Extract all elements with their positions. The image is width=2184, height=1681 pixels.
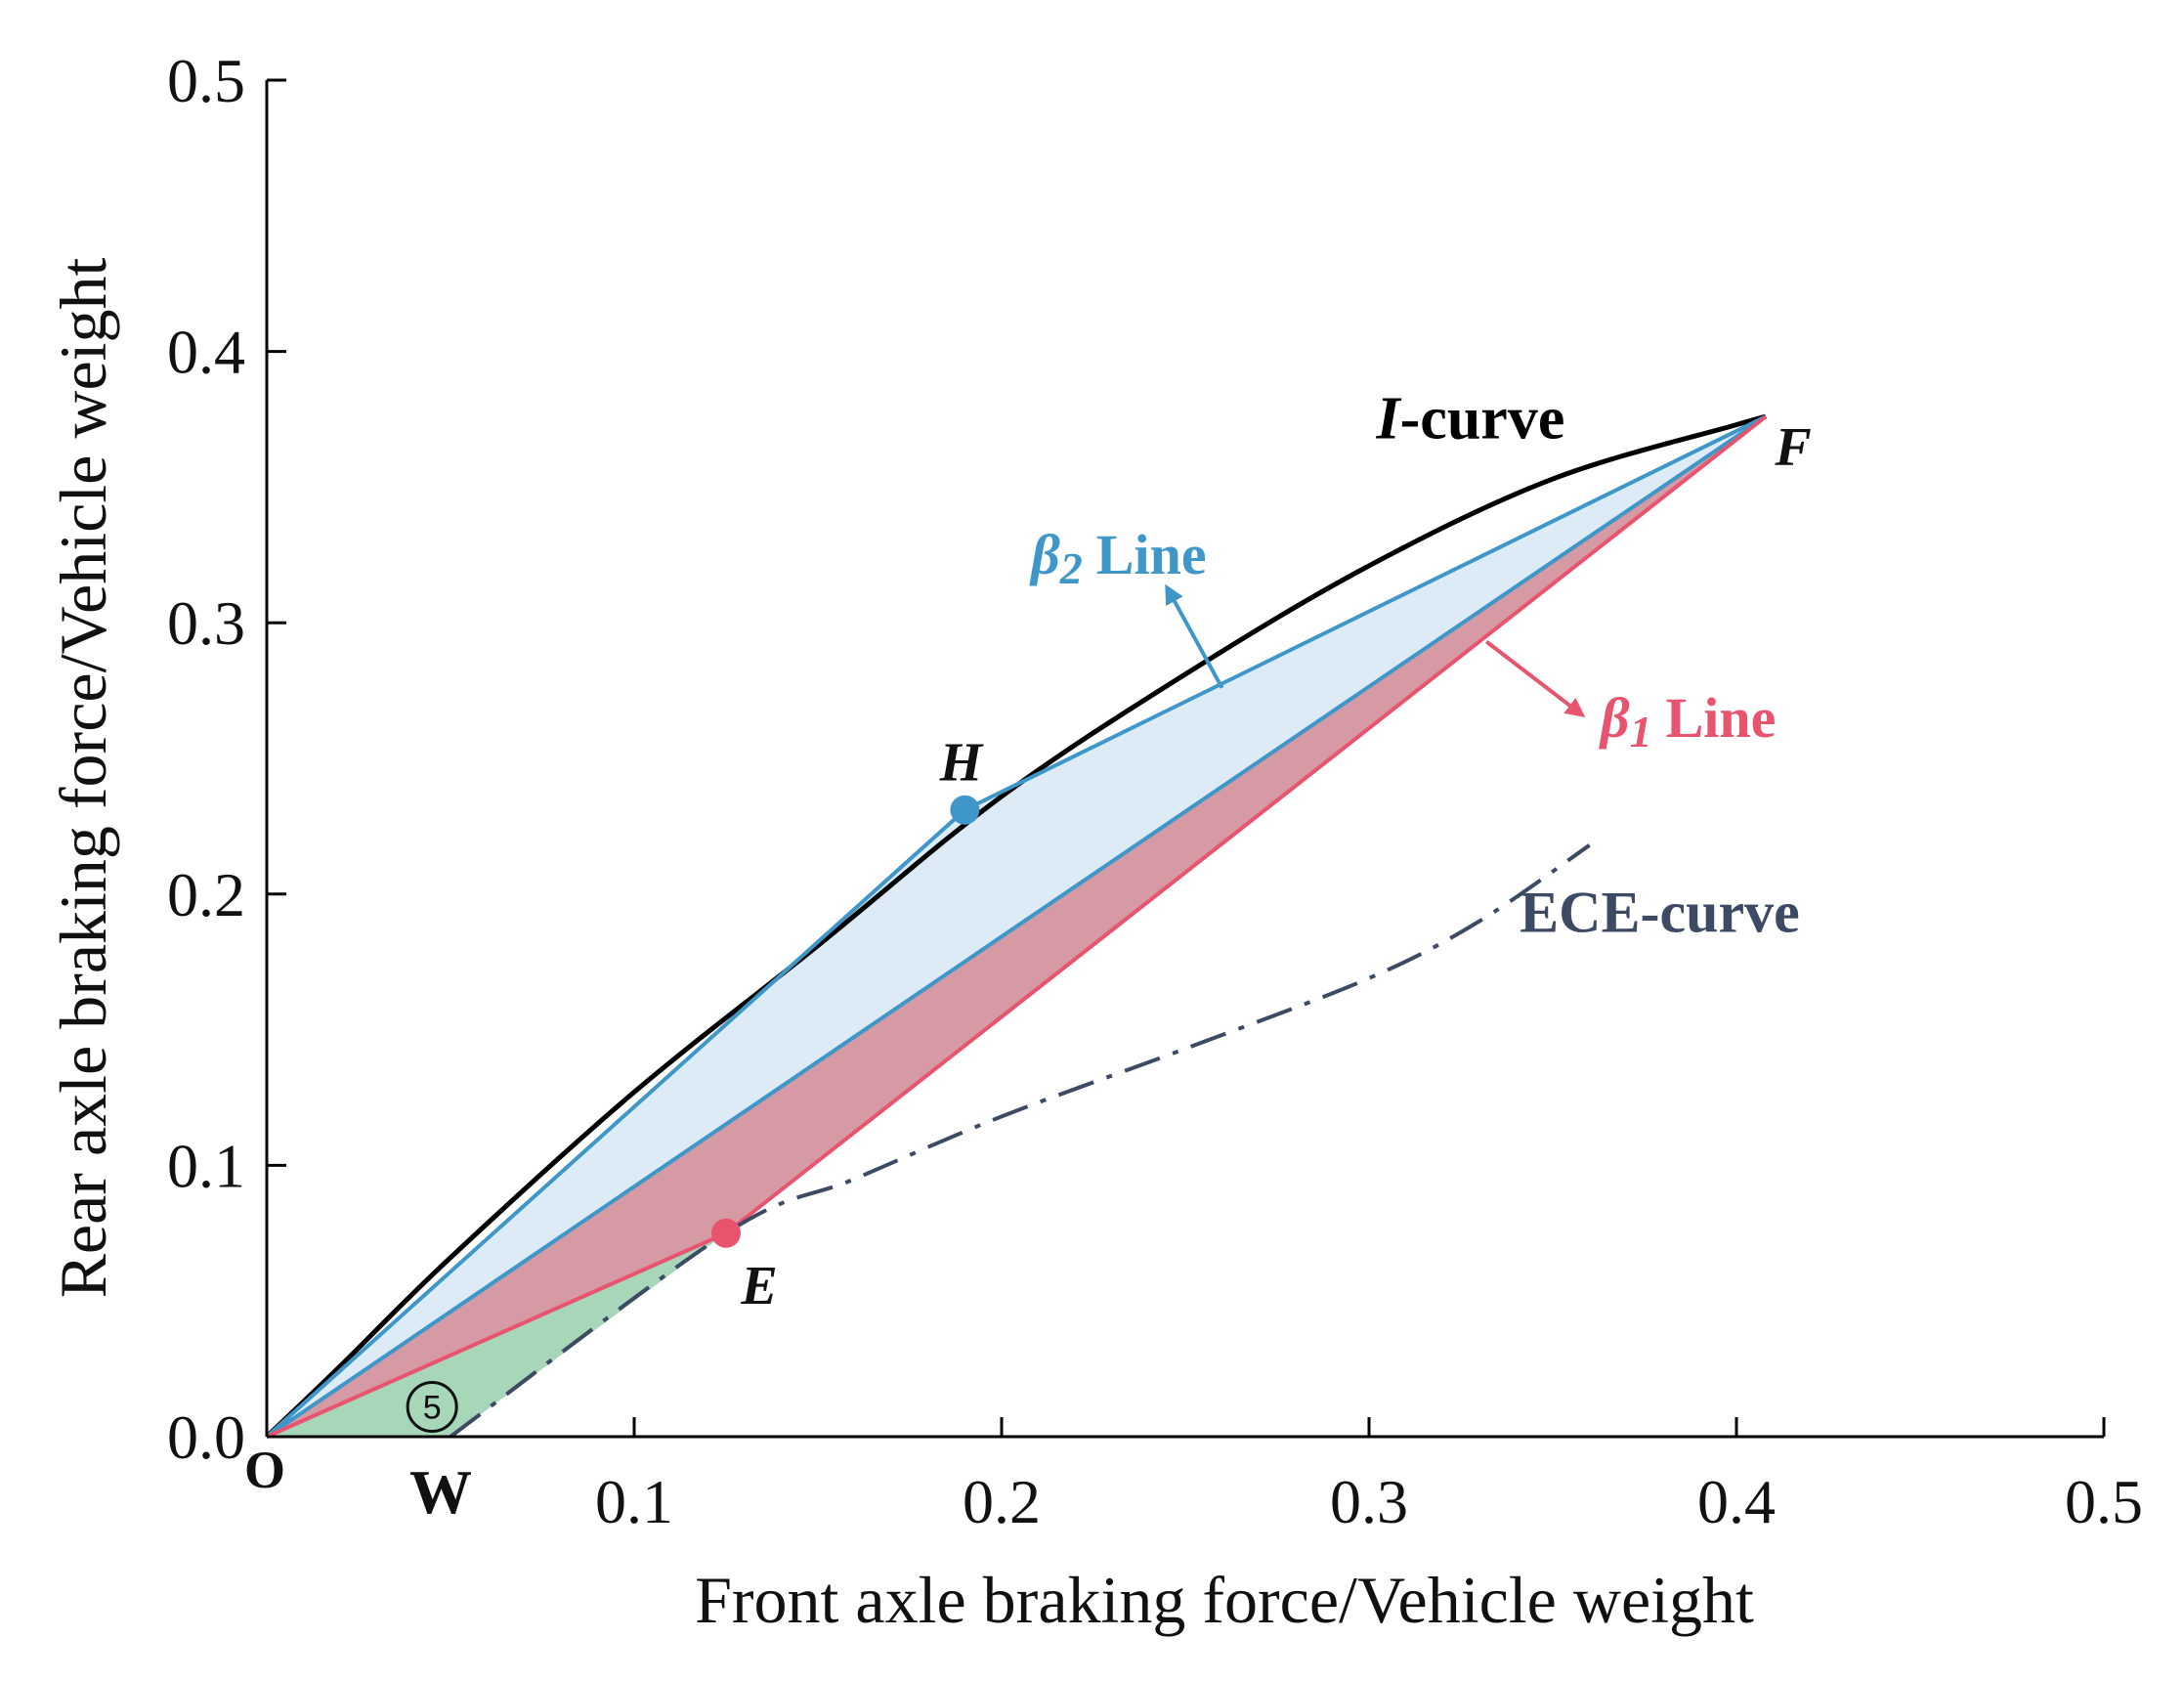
y-tick-label: 0.3 <box>167 588 245 658</box>
ece-curve-label: ECE-curve <box>1520 881 1800 945</box>
y-tick-label: 0.0 <box>167 1402 245 1472</box>
point-e-label: E <box>740 1256 777 1316</box>
i-curve-line <box>265 413 1767 1439</box>
beta1-arrow <box>1485 640 1586 718</box>
beta2-label: β2 Line <box>1029 523 1207 593</box>
x-tick-label: 0.1 <box>595 1467 673 1536</box>
diagonal-line <box>265 414 1768 1439</box>
beta1-label-word: Line <box>1666 686 1777 750</box>
point-w-label: W <box>409 1457 472 1527</box>
i-curve-label: I-curve <box>1376 385 1565 452</box>
point-f-label: F <box>1774 417 1811 478</box>
x-tick-label: 0.4 <box>1697 1467 1776 1536</box>
x-axis-title: Front axle braking force/Vehicle weight <box>695 1563 1754 1637</box>
series-lines <box>265 413 1768 1439</box>
y-tick-label: 0.1 <box>167 1131 245 1200</box>
beta2-label-word: Line <box>1096 523 1207 586</box>
x-tick-label: 0.3 <box>1330 1467 1408 1536</box>
point-o-label: O <box>244 1441 285 1499</box>
y-axis-title: Rear axle braking force/Vehicle weight <box>46 257 120 1298</box>
y-tick-label: 0.4 <box>167 318 245 387</box>
beta1-label: β1 Line <box>1599 686 1777 756</box>
i-curve-label-italic: I <box>1376 385 1402 452</box>
beta1-label-symbol: β <box>1599 686 1630 750</box>
beta2-arrow <box>1165 583 1224 689</box>
region-number-label: 5 <box>423 1389 442 1426</box>
region-number-circle <box>406 1380 458 1433</box>
beta1-label-sub: 1 <box>1630 707 1652 756</box>
beta2-label-sub: 2 <box>1059 543 1083 593</box>
point-e-marker <box>711 1218 741 1248</box>
x-tick-label: 0.2 <box>963 1467 1041 1536</box>
axes: 0.1 0.2 0.3 0.4 0.5 0.0 0.1 0.2 0.3 0.4 0.5 Front a… <box>46 46 2143 1637</box>
y-tick-label: 0.2 <box>167 860 245 929</box>
point-h-marker <box>950 795 980 825</box>
x-tick-label: 0.5 <box>2065 1467 2143 1536</box>
point-h-label: H <box>939 733 984 794</box>
i-curve-label-rest: -curve <box>1400 385 1565 452</box>
beta2-label-symbol: β <box>1029 523 1060 586</box>
y-tick-label: 0.5 <box>167 46 245 115</box>
